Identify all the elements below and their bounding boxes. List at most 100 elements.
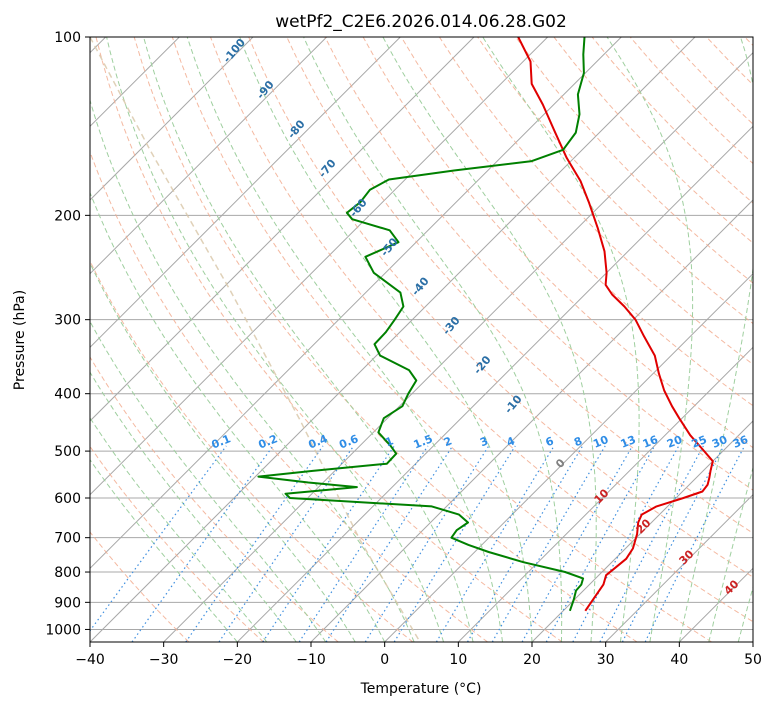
mixing-ratio-label: 8 [572, 434, 584, 449]
isotherm-line [90, 37, 622, 570]
mixing-ratio-line [545, 445, 656, 642]
y-tick-label: 1000 [45, 622, 81, 638]
moist-adiabat-line [90, 320, 327, 642]
mixing-ratio-line [491, 445, 606, 642]
dry-adiabat-line [90, 259, 414, 642]
mixing-ratio-label: 25 [690, 433, 709, 451]
dry-adiabat-label: -50 [378, 235, 401, 259]
dry-adiabat-line [90, 445, 264, 642]
dry-adiabat-label: -20 [471, 353, 494, 377]
moist-adiabat-line [186, 37, 503, 642]
dry-adiabat-line [133, 37, 638, 642]
isotherm-line [90, 37, 328, 275]
dry-adiabat-label: -90 [254, 78, 277, 102]
y-tick-label: 600 [54, 491, 81, 507]
dry-adiabat-label: -30 [440, 314, 463, 338]
mixing-ratio-line [364, 445, 490, 642]
mixing-ratio-line [90, 445, 227, 632]
x-axis: −40 −30 −20 −10 0 10 20 30 40 50 [75, 642, 762, 668]
isotherm-line [605, 493, 753, 642]
isotherm-line [236, 125, 753, 642]
mixing-ratio-label: 30 [710, 433, 729, 451]
x-axis-label: Temperature (°C) [360, 681, 482, 697]
mixing-ratio-label: 13 [619, 433, 638, 451]
mixing-ratio-line [435, 445, 555, 642]
mixing-ratio-line [466, 445, 584, 642]
dry-adiabat-line [400, 37, 753, 407]
plot-frame [89, 36, 754, 643]
mixing-ratio-line [131, 445, 274, 642]
x-tick-label: 30 [597, 652, 615, 668]
dry-adiabat-line [248, 37, 753, 578]
mixing-ratio-line [521, 445, 634, 642]
moist-adiabat-label: 10 [592, 486, 612, 506]
moist-adiabat-line [90, 191, 386, 642]
moist-adiabat-line [90, 416, 268, 642]
x-tick-label: −40 [75, 652, 105, 668]
moist-adiabat-line [482, 37, 640, 642]
moist-adiabat-line [143, 37, 474, 642]
dry-adiabat-line [90, 531, 190, 642]
x-tick-label: 40 [670, 652, 688, 668]
dry-adiabat-line [210, 37, 753, 623]
isotherm-line [163, 51, 753, 642]
mixing-ratio-label: 0.4 [306, 432, 329, 451]
chart-title: wetPf2_C2E6.2026.014.06.28.G02 [275, 12, 567, 32]
mixing-ratio-line [262, 445, 395, 642]
isotherm-line [90, 37, 475, 422]
x-tick-label: 10 [449, 652, 467, 668]
dry-adiabat-line [744, 37, 753, 47]
isotherm-line [90, 37, 254, 201]
dry-adiabat-line [438, 37, 753, 366]
mixing-ratio-line [393, 445, 516, 642]
reference-curve [90, 37, 421, 642]
dry-adiabat-line [362, 37, 753, 449]
mixing-ratio-label: 20 [665, 433, 684, 451]
moist-adiabat-line [303, 37, 563, 642]
temperature-profile [517, 37, 714, 612]
mixing-ratio-line [325, 445, 454, 642]
x-tick-label: 0 [380, 652, 389, 668]
mixing-ratio-label: 10 [591, 433, 610, 451]
mixing-ratio-line [218, 445, 355, 642]
y-tick-label: 200 [54, 208, 81, 224]
x-tick-label: 20 [523, 652, 541, 668]
x-tick-label: −30 [149, 652, 179, 668]
moist-adiabat-line [90, 458, 238, 642]
moist-adiabat-label: 0 [553, 456, 568, 471]
isotherm-line [531, 420, 753, 642]
dry-adiabat-label: -80 [285, 117, 308, 141]
y-tick-label: 100 [54, 30, 81, 46]
mixing-ratio-line [298, 445, 429, 642]
isotherm-line [457, 346, 753, 642]
moist-adiabat-line [708, 466, 753, 642]
y-axis-label: Pressure (hPa) [12, 290, 28, 390]
moist-adiabat-label: 30 [677, 547, 697, 567]
y-tick-label: 500 [54, 444, 81, 460]
x-tick-label: 50 [744, 652, 762, 668]
isotherm-line [752, 641, 753, 642]
mixing-ratio-line [644, 445, 746, 642]
dry-adiabat-line [706, 37, 753, 86]
dry-adiabat-label: -70 [316, 157, 339, 181]
x-tick-label: −20 [223, 652, 253, 668]
dry-adiabat-line [515, 37, 753, 284]
dry-adiabat-line [171, 37, 712, 642]
x-tick-label: −10 [296, 652, 326, 668]
moist-adiabat-line [90, 371, 297, 642]
mixing-ratio-label: 6 [544, 434, 556, 449]
mixing-ratio-label: 3 [478, 434, 490, 449]
y-tick-label: 400 [54, 387, 81, 403]
dry-adiabat-label: -10 [502, 392, 525, 416]
mixing-ratio-line [572, 445, 680, 642]
dry-adiabat-line [95, 37, 563, 642]
moist-adiabat-line [737, 585, 753, 642]
moist-adiabat-line [106, 37, 445, 642]
mixing-ratio-line [185, 445, 324, 642]
moist-adiabat-line [678, 37, 753, 642]
mixing-ratio-label: 16 [641, 433, 660, 451]
y-tick-label: 700 [54, 531, 81, 547]
profile-curves [257, 37, 714, 612]
y-axis: 100 200 300 400 500 600 700 800 900 1000 [45, 30, 90, 638]
